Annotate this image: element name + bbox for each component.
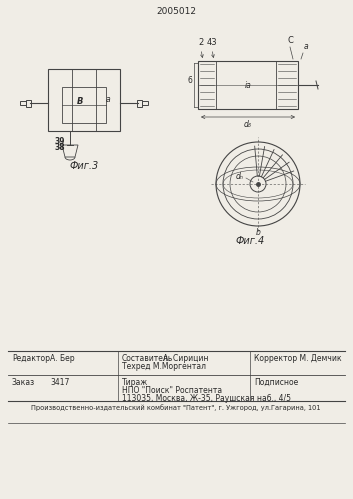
- Text: d₈: d₈: [244, 120, 252, 129]
- Text: Тираж: Тираж: [122, 378, 148, 387]
- Text: B: B: [76, 97, 83, 106]
- Text: Фиг.4: Фиг.4: [235, 236, 265, 246]
- Text: Корректор М. Демчик: Корректор М. Демчик: [254, 354, 342, 363]
- Bar: [142, 101, 148, 105]
- Text: НПО "Поиск" Роспатента: НПО "Поиск" Роспатента: [122, 386, 222, 395]
- Text: 3417: 3417: [50, 378, 70, 387]
- Text: a: a: [106, 95, 110, 104]
- Text: ia: ia: [245, 80, 251, 89]
- Text: 6: 6: [187, 75, 192, 84]
- Text: Заказ: Заказ: [12, 378, 35, 387]
- Text: Техред М.Моргентал: Техред М.Моргентал: [122, 362, 206, 371]
- Text: Подписное: Подписное: [254, 378, 298, 387]
- Text: 113035, Москва, Ж-35, Раушская наб., 4/5: 113035, Москва, Ж-35, Раушская наб., 4/5: [122, 394, 291, 403]
- Bar: [20, 101, 26, 105]
- Text: Составитель: Составитель: [122, 354, 173, 363]
- Text: 2: 2: [198, 38, 204, 47]
- Text: b: b: [256, 228, 261, 237]
- Text: 2005012: 2005012: [156, 7, 196, 16]
- Text: dₕ: dₕ: [236, 172, 244, 181]
- Text: 38: 38: [54, 143, 65, 152]
- Bar: [137, 100, 142, 107]
- Text: А. Сирицин: А. Сирицин: [163, 354, 209, 363]
- Text: Производственно-издательский комбинат "Патент", г. Ужгород, ул.Гагарина, 101: Производственно-издательский комбинат "П…: [31, 404, 321, 411]
- Text: Редактор: Редактор: [12, 354, 50, 363]
- Text: А. Бер: А. Бер: [50, 354, 74, 363]
- Bar: [48, 69, 120, 131]
- Bar: [198, 61, 298, 109]
- Bar: [26, 100, 31, 107]
- Bar: [62, 87, 106, 123]
- Text: Фиг.3: Фиг.3: [70, 161, 98, 171]
- Text: 43: 43: [207, 38, 217, 47]
- Text: 39: 39: [54, 137, 65, 146]
- Text: C: C: [287, 36, 293, 45]
- Text: a: a: [304, 42, 308, 51]
